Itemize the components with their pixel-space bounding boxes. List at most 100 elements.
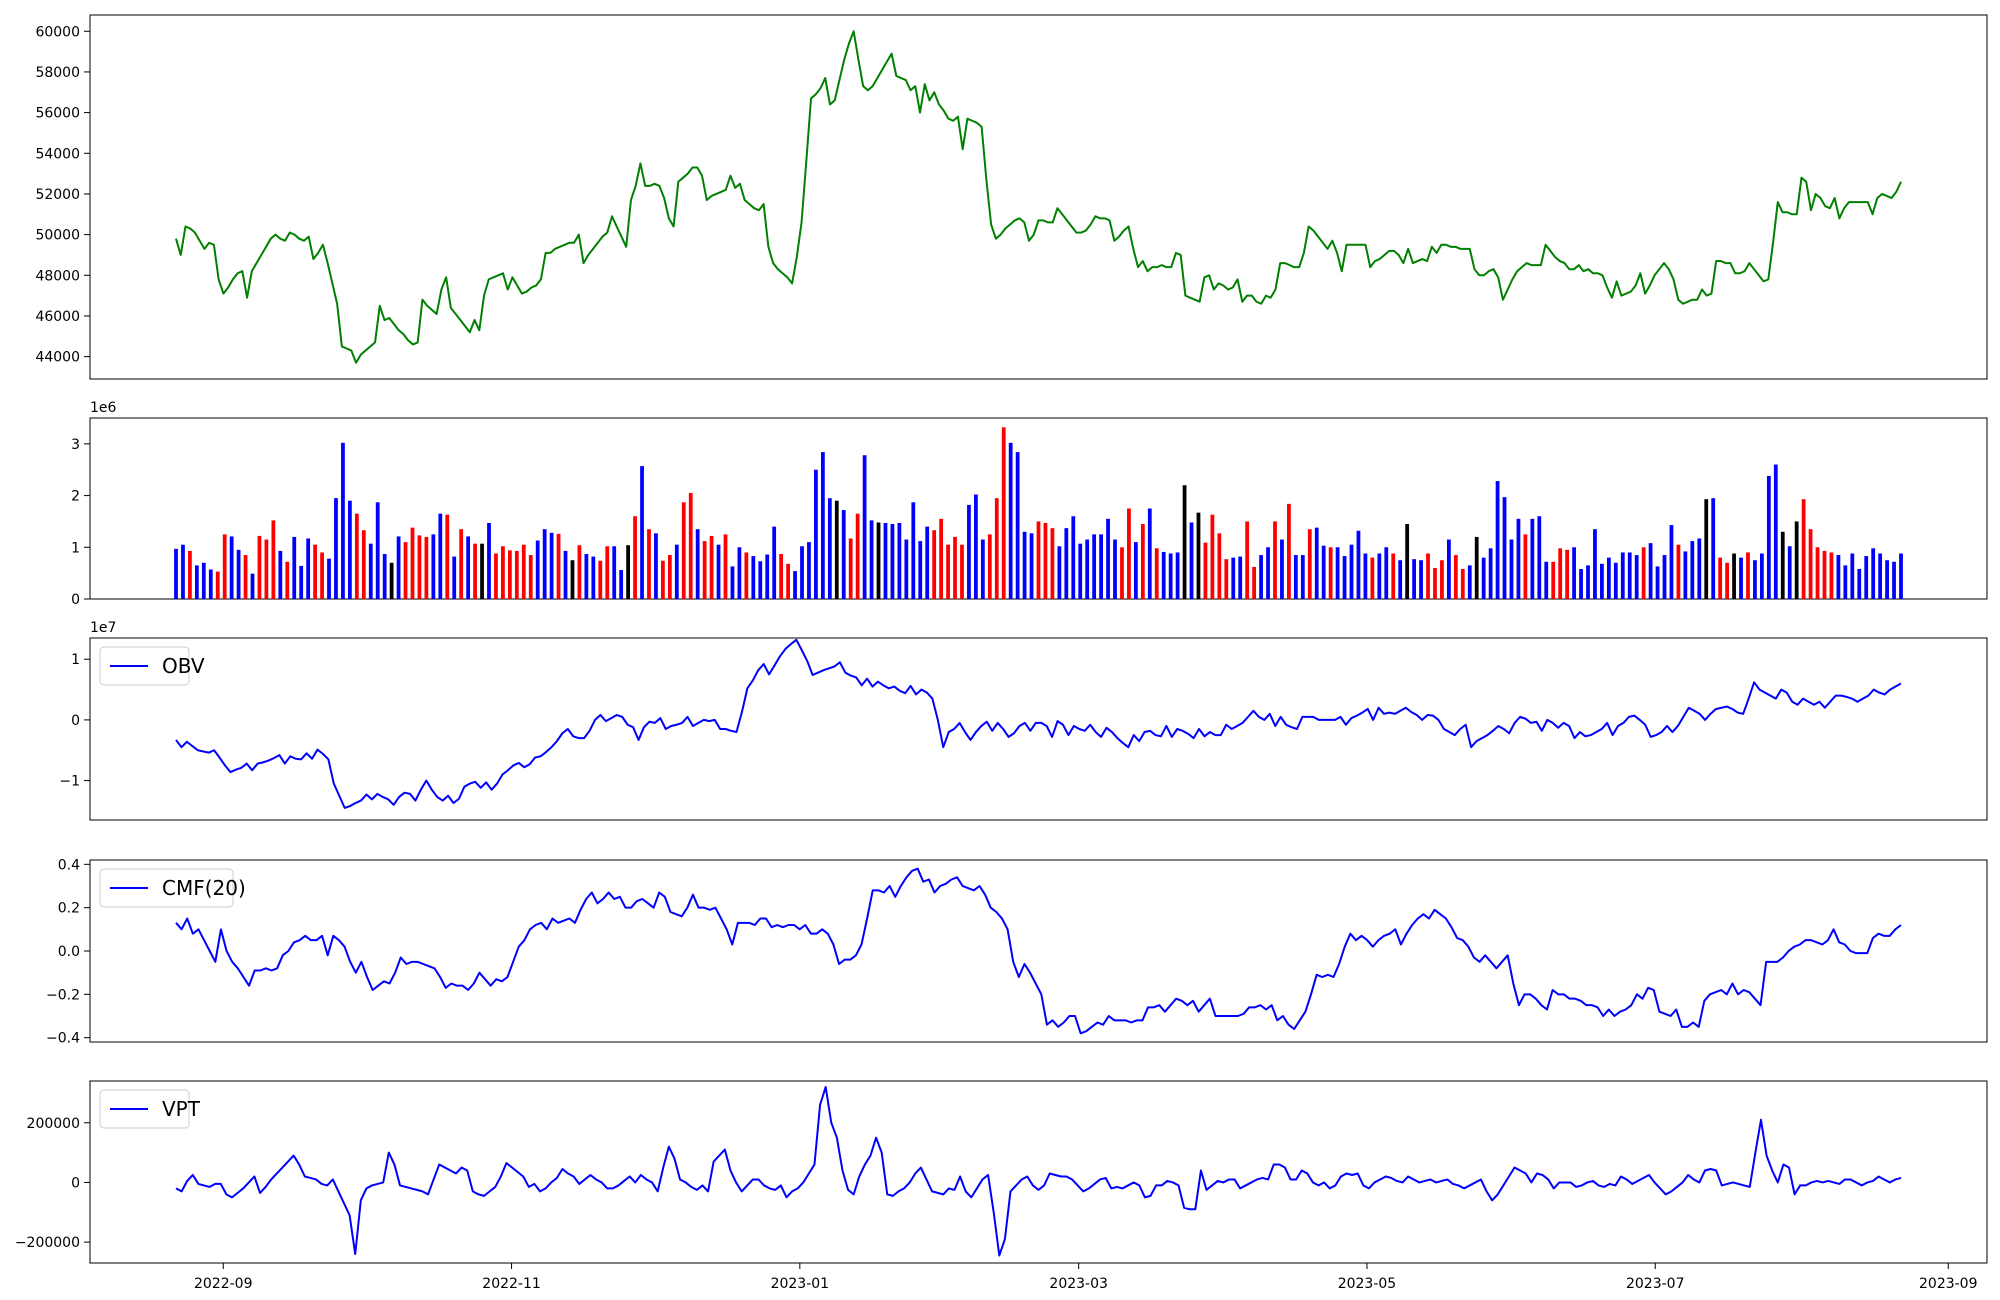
obv-legend-label: OBV bbox=[162, 654, 205, 678]
volume-bar bbox=[758, 561, 763, 599]
volume-bar bbox=[403, 542, 408, 599]
volume-bar bbox=[1683, 551, 1688, 599]
volume-bar bbox=[1182, 485, 1187, 599]
volume-bar bbox=[1572, 547, 1576, 599]
volume-ytick-label: 3 bbox=[71, 437, 80, 453]
volume-bar bbox=[1266, 547, 1270, 599]
volume-bar bbox=[1732, 553, 1736, 599]
volume-bar bbox=[1579, 569, 1583, 599]
volume-bar bbox=[605, 546, 610, 599]
volume-bar bbox=[1746, 552, 1750, 599]
volume-bar bbox=[1161, 551, 1166, 599]
volume-ytick-label: 1 bbox=[71, 540, 80, 556]
volume-ytick-label: 2 bbox=[71, 489, 80, 505]
volume-bar bbox=[1043, 522, 1048, 599]
xtick-label: 2023-03 bbox=[1049, 1276, 1108, 1292]
volume-bar bbox=[1815, 547, 1820, 599]
volume-bar bbox=[1606, 557, 1611, 599]
volume-bar bbox=[1071, 516, 1076, 599]
volume-bar bbox=[709, 535, 714, 599]
volume-bar bbox=[1446, 539, 1451, 599]
volume-bar bbox=[1718, 557, 1723, 599]
volume-offset-text: 1e6 bbox=[90, 400, 117, 416]
volume-bar bbox=[1001, 427, 1006, 599]
volume-bar bbox=[501, 546, 505, 599]
volume-bar bbox=[480, 543, 484, 599]
volume-bar bbox=[619, 570, 624, 599]
volume-bar bbox=[1537, 516, 1542, 599]
volume-bar bbox=[1231, 557, 1236, 599]
vpt-ytick-label: 200000 bbox=[27, 1116, 80, 1132]
vpt-panel: −200000 0 200000 VPT 2022-09 2022-11 2023-01 20… bbox=[15, 1080, 1988, 1292]
volume-bar bbox=[243, 555, 248, 599]
price-ytick-label: 56000 bbox=[35, 106, 80, 122]
volume-bar bbox=[1523, 534, 1528, 599]
volume-bar bbox=[1175, 552, 1180, 599]
obv-ytick-label: 1 bbox=[71, 652, 80, 668]
volume-bar bbox=[271, 520, 276, 599]
volume-bar bbox=[1899, 553, 1903, 599]
cmf-ytick-label: −0.4 bbox=[46, 1031, 80, 1047]
volume-bar bbox=[577, 545, 582, 599]
volume-bar bbox=[389, 562, 394, 599]
volume-bar bbox=[1140, 524, 1145, 599]
volume-bar bbox=[215, 571, 220, 599]
volume-bar bbox=[250, 573, 255, 599]
volume-bar bbox=[633, 516, 637, 599]
volume-bar bbox=[1036, 521, 1041, 599]
volume-bar bbox=[1273, 521, 1277, 599]
volume-bar bbox=[737, 547, 742, 599]
volume-bar bbox=[897, 522, 902, 599]
volume-panel: 0 1 2 3 1e6 bbox=[71, 400, 1988, 608]
volume-bar bbox=[841, 510, 846, 599]
volume-bar bbox=[793, 571, 797, 599]
volume-bar bbox=[1113, 539, 1117, 599]
volume-bar bbox=[1015, 452, 1020, 599]
volume-bar bbox=[716, 544, 721, 599]
volume-bar bbox=[730, 566, 735, 599]
volume-bar bbox=[494, 553, 498, 599]
volume-bar bbox=[570, 560, 575, 599]
volume-bar bbox=[674, 544, 679, 599]
volume-bar bbox=[188, 550, 192, 599]
volume-bar bbox=[661, 560, 665, 599]
volume-bar bbox=[1878, 553, 1883, 599]
volume-bar bbox=[1488, 548, 1493, 599]
volume-bar bbox=[535, 540, 540, 599]
volume-bar bbox=[1773, 464, 1778, 599]
volume-bar bbox=[1398, 560, 1403, 599]
obv-offset-text: 1e7 bbox=[90, 620, 116, 636]
volume-bar bbox=[1725, 562, 1729, 599]
xtick-label: 2023-07 bbox=[1626, 1276, 1685, 1292]
volume-bar bbox=[1370, 557, 1375, 599]
volume-bar bbox=[1224, 559, 1229, 599]
volume-bar bbox=[876, 522, 881, 599]
volume-bar bbox=[1168, 553, 1173, 599]
volume-bar bbox=[1384, 547, 1389, 599]
volume-bar bbox=[1697, 538, 1702, 599]
volume-bar bbox=[1259, 555, 1263, 599]
volume-bar bbox=[1864, 556, 1869, 599]
volume-bar bbox=[1210, 514, 1215, 599]
volume-bar bbox=[953, 536, 957, 599]
volume-bar bbox=[807, 542, 811, 599]
volume-bar bbox=[1613, 562, 1618, 599]
volume-bar bbox=[1558, 548, 1563, 599]
volume-bar bbox=[1641, 547, 1646, 599]
volume-bar bbox=[1502, 497, 1507, 599]
volume-bar bbox=[772, 526, 777, 599]
volume-bar bbox=[208, 569, 213, 599]
volume-bar bbox=[1245, 521, 1250, 599]
volume-bar bbox=[1426, 553, 1430, 599]
price-ytick-label: 44000 bbox=[35, 350, 80, 366]
volume-bar bbox=[939, 518, 944, 599]
volume-bar bbox=[883, 522, 888, 599]
volume-bar bbox=[723, 534, 728, 599]
volume-bar bbox=[417, 535, 422, 599]
volume-bar bbox=[327, 558, 331, 599]
volume-bar bbox=[1029, 533, 1034, 599]
volume-bar bbox=[528, 555, 533, 599]
volume-bar bbox=[925, 526, 930, 599]
volume-bar bbox=[452, 556, 457, 599]
volume-bar bbox=[800, 546, 804, 599]
